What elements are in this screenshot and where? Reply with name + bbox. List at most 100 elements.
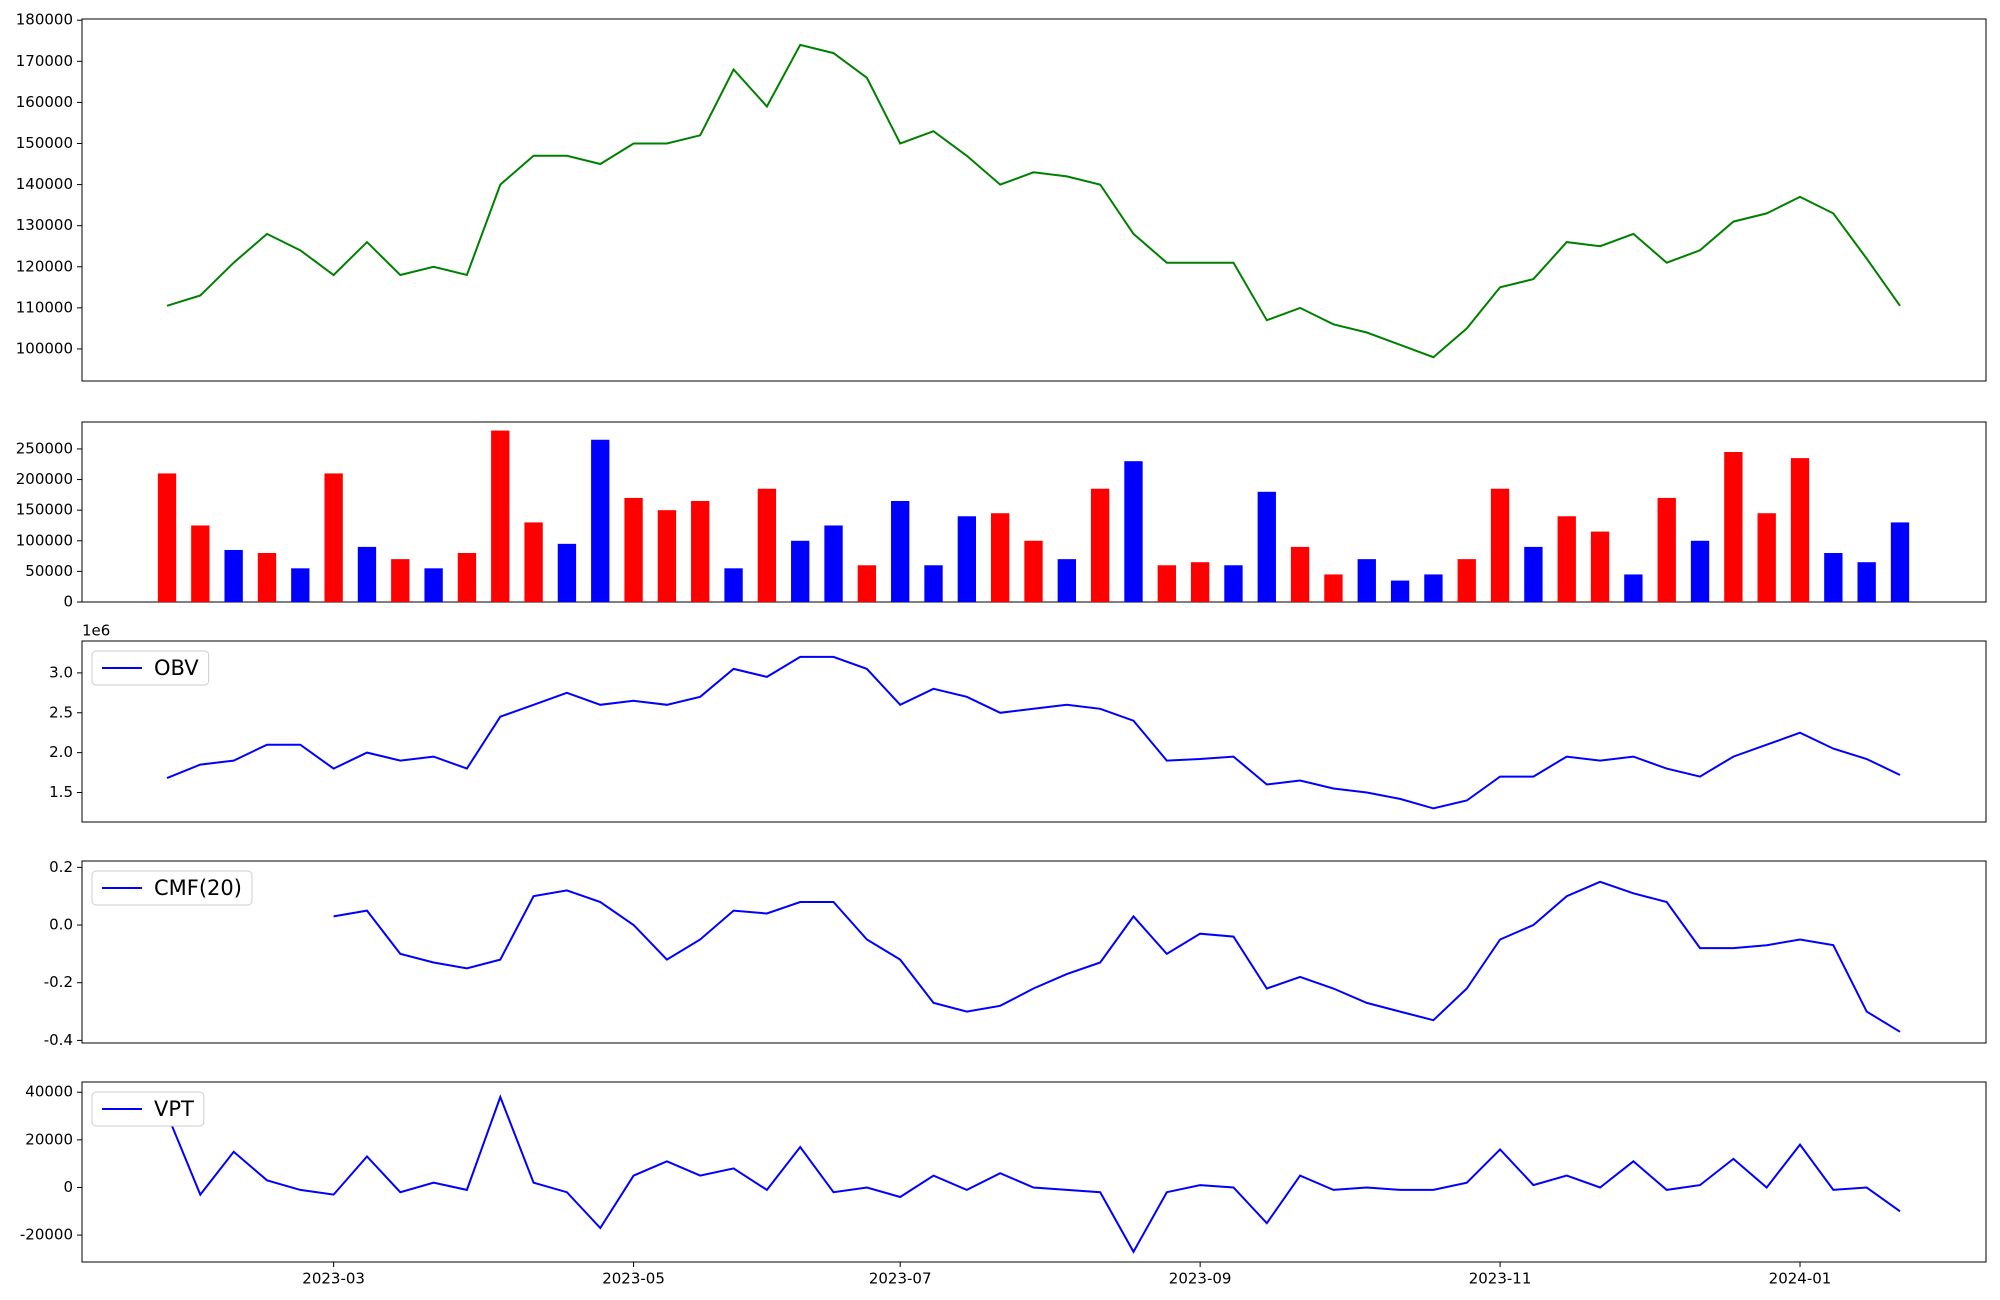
y-tick-label: 2.0 bbox=[49, 743, 73, 761]
x-tick-label: 2023-11 bbox=[1469, 1270, 1532, 1288]
y-tick-label: 40000 bbox=[25, 1083, 73, 1101]
line bbox=[166, 43, 1901, 359]
bar bbox=[857, 565, 877, 602]
y-tick-label: 150000 bbox=[16, 134, 73, 152]
y-tick-label: 0.2 bbox=[49, 858, 73, 876]
bar bbox=[1590, 531, 1610, 602]
y-tick-label: 130000 bbox=[16, 216, 73, 234]
y-tick-label: 2.5 bbox=[49, 703, 73, 721]
legend-box bbox=[91, 650, 210, 686]
bar bbox=[524, 522, 543, 602]
line bbox=[333, 880, 1901, 1033]
bar bbox=[1157, 565, 1176, 602]
bar bbox=[824, 525, 843, 602]
x-tick-label: 2023-05 bbox=[602, 1270, 665, 1288]
legend: OBV bbox=[91, 650, 210, 686]
bar bbox=[324, 473, 343, 602]
bar bbox=[1524, 546, 1543, 602]
bar bbox=[1290, 546, 1310, 602]
y-tick-label: 150000 bbox=[16, 501, 73, 519]
legend-label: OBV bbox=[154, 656, 199, 680]
bar bbox=[991, 513, 1010, 602]
bar bbox=[557, 543, 577, 602]
bar bbox=[1690, 540, 1710, 602]
bar bbox=[457, 553, 477, 602]
bar bbox=[1624, 574, 1643, 602]
bar bbox=[1190, 562, 1210, 602]
plot-frame bbox=[81, 1081, 1987, 1263]
y-tick-label: 100000 bbox=[16, 531, 73, 549]
y-tick-label: 250000 bbox=[16, 439, 73, 457]
bar bbox=[1824, 553, 1843, 602]
x-tick-label: 2024-01 bbox=[1769, 1270, 1832, 1288]
bar bbox=[1890, 522, 1910, 602]
bar bbox=[257, 553, 277, 602]
x-tick-label: 2023-09 bbox=[1169, 1270, 1232, 1288]
bar bbox=[1090, 488, 1110, 602]
bar bbox=[1057, 559, 1076, 602]
bar bbox=[1124, 461, 1143, 602]
bar bbox=[624, 497, 643, 602]
y-tick-label: 170000 bbox=[16, 52, 73, 70]
bar bbox=[791, 540, 810, 602]
bar bbox=[424, 568, 443, 602]
bar bbox=[191, 525, 210, 602]
plot-frame bbox=[81, 860, 1987, 1044]
line bbox=[166, 1094, 1901, 1254]
y-tick-label: 160000 bbox=[16, 93, 73, 111]
bar bbox=[1357, 559, 1376, 602]
y-tick-label: 20000 bbox=[25, 1130, 73, 1148]
bar bbox=[1224, 565, 1243, 602]
plot-frame bbox=[81, 640, 1987, 823]
y-tick-label: -20000 bbox=[20, 1226, 73, 1244]
legend-label: CMF(20) bbox=[154, 876, 242, 900]
legend-box bbox=[91, 870, 253, 906]
bar bbox=[891, 500, 910, 602]
y-tick-label: 100000 bbox=[16, 339, 73, 357]
plot-frame bbox=[81, 18, 1987, 382]
bar bbox=[1757, 513, 1776, 602]
y-tick-label: 110000 bbox=[16, 298, 73, 316]
y-tick-label: 140000 bbox=[16, 175, 73, 193]
bar bbox=[1257, 491, 1276, 602]
bar bbox=[291, 568, 310, 602]
bar bbox=[1657, 497, 1676, 602]
y-tick-label: 1.5 bbox=[49, 783, 73, 801]
y-tick-label: 0 bbox=[63, 593, 73, 611]
y-tick-label: 120000 bbox=[16, 257, 73, 275]
bar bbox=[391, 559, 410, 602]
y-tick-label: -0.4 bbox=[44, 1031, 73, 1049]
bar bbox=[957, 516, 977, 602]
bar bbox=[1324, 574, 1343, 602]
bar bbox=[657, 510, 677, 602]
y-tick-label: 50000 bbox=[25, 562, 73, 580]
bar bbox=[491, 430, 510, 602]
x-tick-label: 2023-07 bbox=[869, 1270, 932, 1288]
bar bbox=[757, 488, 777, 602]
bar bbox=[1024, 540, 1043, 602]
y-tick-label: 180000 bbox=[16, 11, 73, 29]
y-tick-label: 200000 bbox=[16, 470, 73, 488]
bar bbox=[357, 546, 377, 602]
y-tick-label: 3.0 bbox=[49, 663, 73, 681]
bar bbox=[1557, 516, 1576, 602]
legend: VPT bbox=[91, 1091, 205, 1127]
bar bbox=[224, 549, 243, 602]
y-tick-label: -0.2 bbox=[44, 973, 73, 991]
bar bbox=[1490, 488, 1510, 602]
legend: CMF(20) bbox=[91, 870, 253, 906]
bar bbox=[724, 568, 743, 602]
axis-offset: 1e6 bbox=[82, 622, 110, 640]
bar bbox=[1790, 458, 1810, 602]
bar bbox=[691, 500, 710, 602]
bar bbox=[157, 473, 177, 602]
bar bbox=[1424, 574, 1443, 602]
bar bbox=[1857, 562, 1876, 602]
bar bbox=[591, 439, 610, 602]
legend-label: VPT bbox=[154, 1097, 194, 1121]
bar bbox=[924, 565, 943, 602]
y-tick-label: 0.0 bbox=[49, 916, 73, 934]
y-tick-label: 0 bbox=[63, 1178, 73, 1196]
x-tick-label: 2023-03 bbox=[302, 1270, 365, 1288]
